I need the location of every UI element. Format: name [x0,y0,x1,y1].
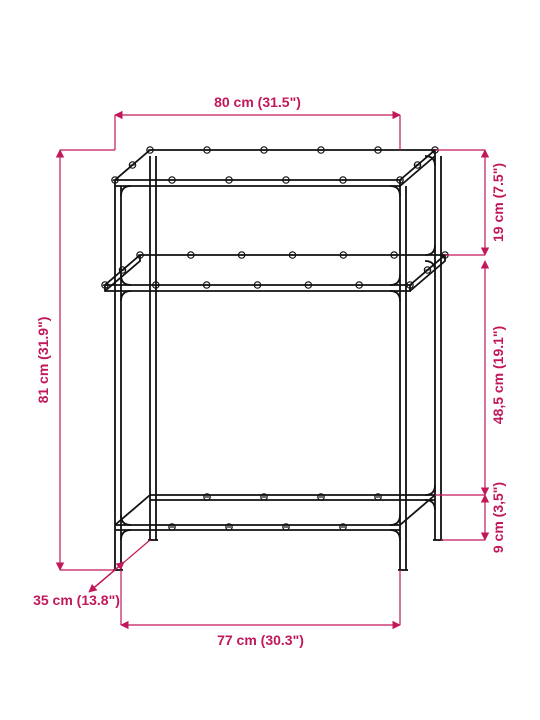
dim-bottom-width-label: 77 cm (30.3") [217,632,304,648]
dim-right-upper-label: 19 cm (7.5") [490,163,506,242]
screw-icon [129,162,135,168]
dim-left-depth [89,562,124,592]
top-shelf-top [115,150,435,180]
dim-right-lower-label: 9 cm (3,5") [490,482,506,553]
dim-right-mid-label: 48,5 cm (19.1") [490,326,506,424]
dim-left-height-label: 81 cm (31.9") [35,317,51,404]
screw-icon [424,267,430,273]
screw-icon [414,162,420,168]
dim-left-depth-label: 35 cm (13.8") [33,592,120,608]
dim-top-width-label: 80 cm (31.5") [214,94,301,110]
